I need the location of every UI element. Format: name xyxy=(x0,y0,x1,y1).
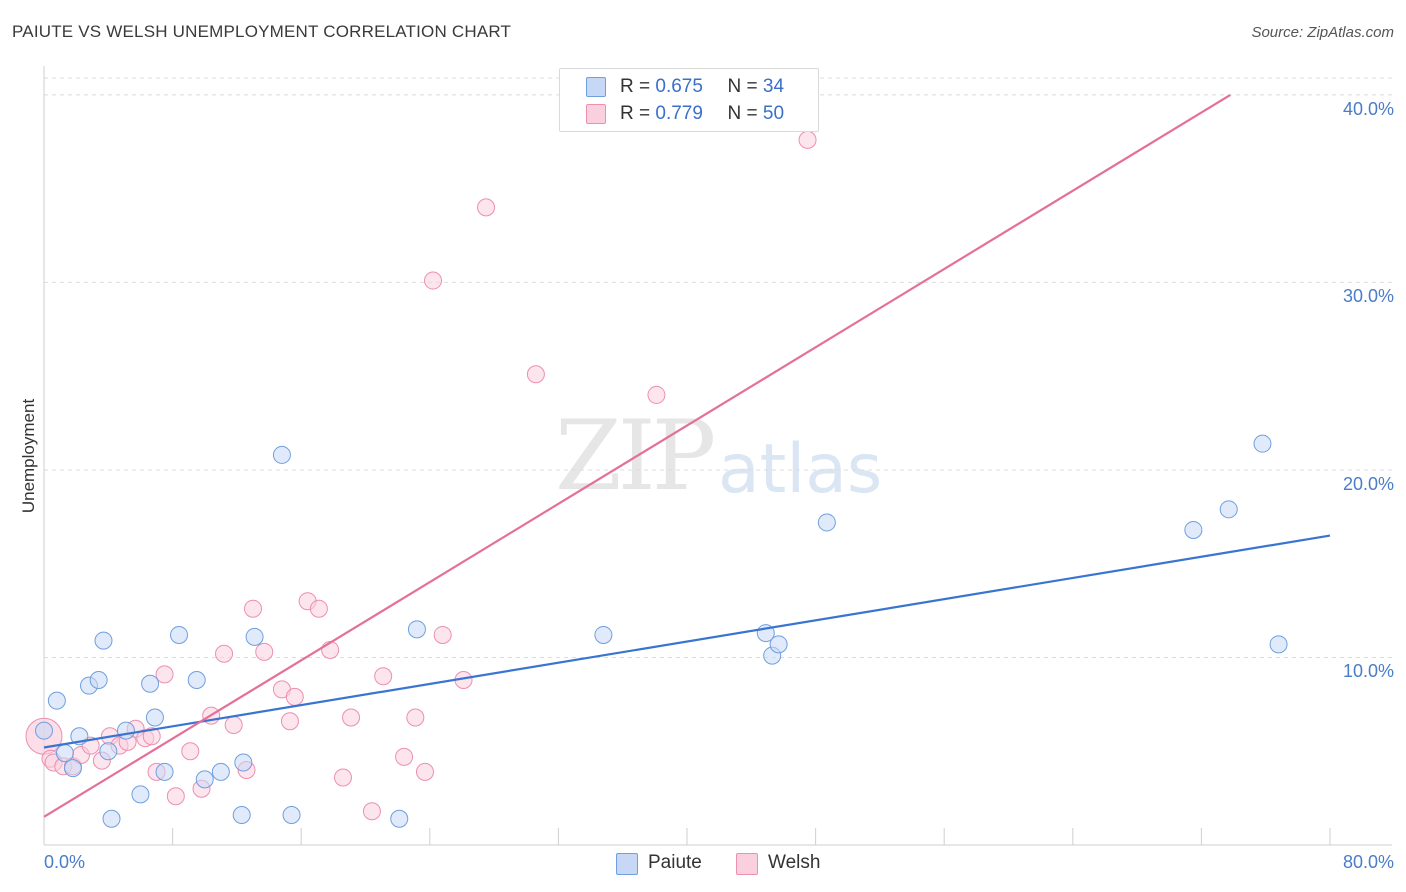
paiute-point xyxy=(234,753,253,772)
paiute-point xyxy=(55,744,74,763)
welsh-point xyxy=(215,644,234,663)
paiute-point xyxy=(187,670,206,689)
paiute-point xyxy=(35,721,53,740)
paiute-point xyxy=(141,674,160,693)
welsh-point xyxy=(406,708,425,727)
welsh-point xyxy=(526,365,545,384)
paiute-point xyxy=(272,445,291,464)
welsh-point xyxy=(647,385,666,404)
paiute-point xyxy=(1219,500,1238,519)
welsh-point xyxy=(342,708,361,727)
welsh-legend-swatch xyxy=(736,853,758,875)
welsh-point xyxy=(333,768,352,787)
paiute-point xyxy=(195,770,214,789)
x-tick-label-min: 0.0% xyxy=(44,852,86,872)
source-label: Source: ZipAtlas.com xyxy=(1251,24,1394,41)
y-tick-label: 20.0% xyxy=(1342,473,1394,494)
welsh-point xyxy=(166,787,185,806)
correlation-legend: R = 0.675 N = 34 R = 0.779 N = 50 xyxy=(559,68,819,132)
paiute-point xyxy=(131,785,150,804)
trend-layer xyxy=(43,93,1331,818)
paiute-point xyxy=(155,762,174,781)
welsh-trend-line xyxy=(43,93,1231,818)
paiute-point xyxy=(211,762,230,781)
y-tick-label: 30.0% xyxy=(1342,286,1394,307)
chart-title: PAIUTE VS WELSH UNEMPLOYMENT CORRELATION… xyxy=(12,22,512,41)
paiute-point xyxy=(1184,520,1203,539)
paiute-point xyxy=(1253,434,1272,453)
paiute-point xyxy=(89,670,108,689)
welsh-legend-label: Welsh xyxy=(768,852,821,873)
paiute-point xyxy=(102,809,121,828)
paiute-point xyxy=(282,805,301,824)
welsh-point xyxy=(477,198,496,217)
welsh-point xyxy=(798,130,817,149)
paiute-r-value: 0.675 xyxy=(655,76,703,97)
paiute-trend-line xyxy=(43,534,1331,749)
paiute-point xyxy=(769,635,788,654)
paiute-point xyxy=(245,627,264,646)
paiute-point xyxy=(594,625,613,644)
welsh-point xyxy=(285,687,304,706)
welsh-point xyxy=(181,742,200,761)
y-tick-label: 10.0% xyxy=(1342,661,1394,682)
paiute-legend-label: Paiute xyxy=(648,852,702,873)
paiute-point xyxy=(47,691,66,710)
welsh-point xyxy=(142,727,161,746)
point-layer xyxy=(25,130,1288,828)
welsh-n-label: N = xyxy=(727,103,758,124)
x-tick-label-max: 80.0% xyxy=(1342,852,1394,872)
paiute-n-label: N = xyxy=(727,76,758,97)
grid-layer xyxy=(44,77,1392,658)
paiute-point xyxy=(145,708,164,727)
paiute-r-label: R = xyxy=(620,76,651,97)
welsh-point xyxy=(255,642,274,661)
paiute-legend-swatch xyxy=(616,853,638,875)
welsh-point xyxy=(374,667,393,686)
welsh-point xyxy=(395,747,414,766)
welsh-point xyxy=(280,712,299,731)
paiute-point xyxy=(817,513,836,532)
welsh-swatch xyxy=(586,104,606,124)
welsh-point xyxy=(155,665,174,684)
welsh-point xyxy=(309,599,328,618)
paiute-point xyxy=(232,805,251,824)
welsh-point xyxy=(424,271,443,290)
paiute-point xyxy=(170,625,189,644)
welsh-point xyxy=(415,762,434,781)
welsh-point xyxy=(362,802,381,821)
welsh-r-label: R = xyxy=(620,103,651,124)
paiute-point xyxy=(94,631,113,650)
paiute-point xyxy=(1269,635,1288,654)
welsh-r-value: 0.779 xyxy=(655,103,703,124)
y-axis-label: Unemployment xyxy=(19,398,38,514)
paiute-point xyxy=(99,742,118,761)
paiute-point xyxy=(116,721,135,740)
paiute-point xyxy=(63,759,82,778)
welsh-point xyxy=(224,715,243,734)
axis-layer xyxy=(43,66,1392,846)
paiute-n-value: 34 xyxy=(762,76,785,97)
welsh-point xyxy=(433,625,452,644)
welsh-point xyxy=(243,599,262,618)
y-tick-label: 40.0% xyxy=(1342,98,1394,119)
paiute-point xyxy=(390,809,409,828)
paiute-swatch xyxy=(586,77,606,97)
paiute-point xyxy=(407,620,426,639)
welsh-n-value: 50 xyxy=(762,103,785,124)
